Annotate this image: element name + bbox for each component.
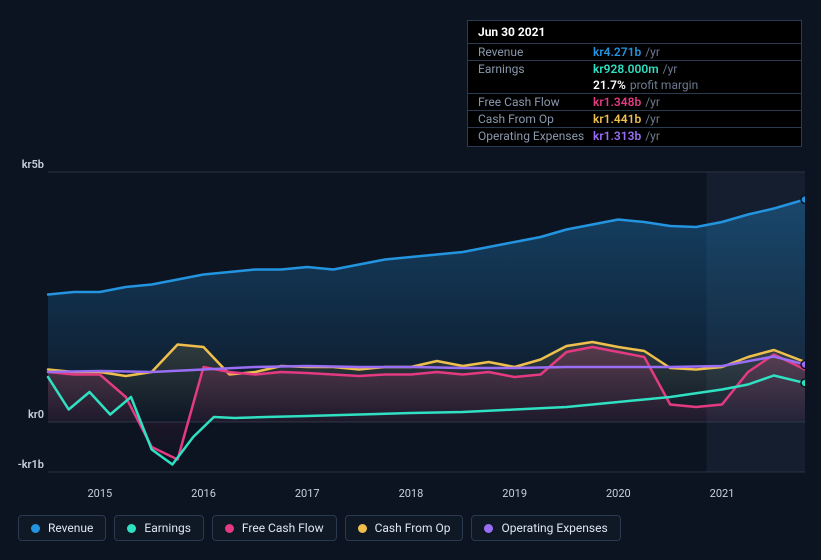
x-axis-label: 2021 (710, 487, 735, 500)
tooltip-row-unit: profit margin (630, 78, 698, 92)
tooltip-row-label: Revenue (478, 45, 593, 59)
tooltip-row-label: Earnings (478, 62, 593, 76)
tooltip-row-value: kr1.348b (593, 95, 641, 109)
x-axis-label: 2020 (606, 487, 631, 500)
tooltip-row-value: kr928.000m (593, 62, 659, 76)
x-axis-label: 2018 (399, 487, 424, 500)
legend-item-label: Cash From Op (375, 521, 451, 535)
tooltip-row: Operating Expenseskr1.313b/yr (468, 127, 801, 144)
series-end-dot-revenue (801, 196, 805, 204)
tooltip-row: Free Cash Flowkr1.348b/yr (468, 93, 801, 110)
tooltip-row-value: kr1.441b (593, 112, 641, 126)
legend-swatch-icon (484, 524, 493, 533)
tooltip-title: Jun 30 2021 (468, 25, 801, 43)
y-axis-label: -kr1b (18, 458, 44, 471)
tooltip-row: Cash From Opkr1.441b/yr (468, 110, 801, 127)
tooltip-row: Earningskr928.000m/yr (468, 60, 801, 77)
financial-chart: kr5b kr0 -kr1b 2015 2016 2017 2018 2019 2020 2021… (0, 0, 821, 560)
tooltip-row-unit: /yr (645, 112, 660, 126)
legend-swatch-icon (31, 524, 40, 533)
series-end-dot-operating_expenses (801, 361, 805, 369)
legend-item-cash_from_op[interactable]: Cash From Op (345, 515, 464, 541)
tooltip-row-label: Operating Expenses (478, 129, 593, 143)
y-axis-label: kr5b (22, 158, 44, 171)
x-axis-label: 2016 (191, 487, 216, 500)
legend-item-revenue[interactable]: Revenue (18, 515, 106, 541)
tooltip-row-unit: /yr (645, 129, 660, 143)
tooltip-row-unit: /yr (645, 45, 660, 59)
tooltip-row-unit: /yr (645, 95, 660, 109)
x-axis-label: 2019 (502, 487, 527, 500)
legend-swatch-icon (225, 524, 234, 533)
legend-swatch-icon (127, 524, 136, 533)
legend-item-operating_expenses[interactable]: Operating Expenses (471, 515, 620, 541)
tooltip-row-label: Free Cash Flow (478, 95, 593, 109)
series-end-dot-earnings (801, 379, 805, 387)
legend-swatch-icon (358, 524, 367, 533)
tooltip-row-label: Cash From Op (478, 112, 593, 126)
x-axis-label: 2017 (295, 487, 320, 500)
tooltip-row: 21.7% profit margin (468, 77, 801, 93)
y-axis-label: kr0 (28, 408, 44, 421)
legend-item-label: Revenue (48, 521, 93, 535)
legend-item-label: Earnings (144, 521, 191, 535)
tooltip-row: Revenuekr4.271b/yr (468, 43, 801, 60)
chart-legend: Revenue Earnings Free Cash Flow Cash From O… (18, 515, 621, 541)
legend-item-earnings[interactable]: Earnings (114, 515, 204, 541)
legend-item-label: Operating Expenses (501, 521, 607, 535)
legend-item-free_cash_flow[interactable]: Free Cash Flow (212, 515, 337, 541)
tooltip-row-value: kr1.313b (593, 129, 641, 143)
tooltip-row-unit: /yr (663, 62, 678, 76)
tooltip-row-value: 21.7% (593, 78, 626, 92)
legend-item-label: Free Cash Flow (242, 521, 324, 535)
x-axis-label: 2015 (87, 487, 112, 500)
chart-tooltip: Jun 30 2021Revenuekr4.271b/yrEarningskr9… (467, 20, 802, 147)
tooltip-row-value: kr4.271b (593, 45, 641, 59)
